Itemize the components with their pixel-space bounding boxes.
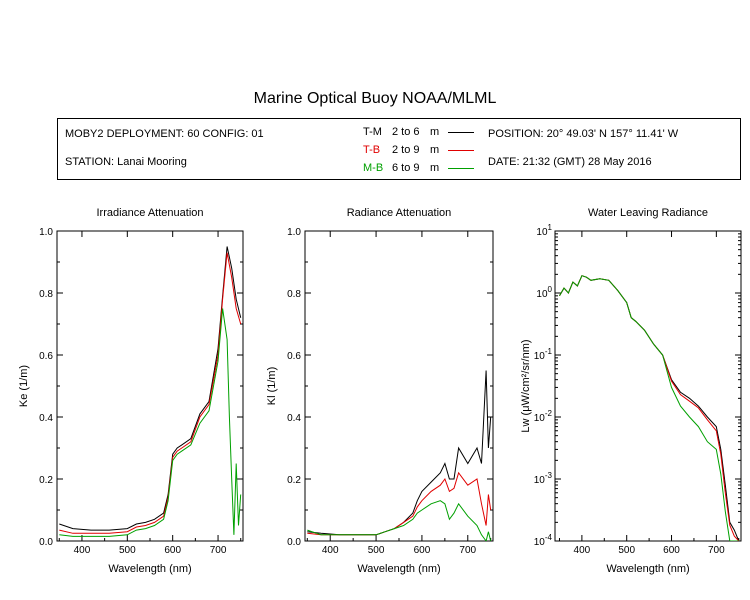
chart2-xtick-label: 700: [459, 545, 476, 556]
chart3-xtick-label: 500: [618, 545, 635, 556]
chart2-xtick-label: 600: [414, 545, 431, 556]
legend-unit-m-b: m: [430, 162, 440, 174]
chart1-ytick-label: 1.0: [39, 227, 53, 238]
chart1-xtick-label: 600: [164, 545, 181, 556]
legend-unit-t-b: m: [430, 144, 440, 156]
chart1-ylabel: Ke (1/m): [18, 365, 30, 407]
chart2-ytick-label: 0.6: [287, 351, 301, 362]
legend-unit-t-m: m: [430, 126, 440, 138]
chart3-ytick-label: 101: [536, 223, 552, 238]
chart1-ytick-label: 0.4: [39, 413, 53, 424]
chart3-series-t-m: [559, 275, 740, 541]
chart1-frame: [56, 230, 244, 542]
chart2-ytick-label: 0.8: [287, 289, 301, 300]
legend-line-t-b: [448, 150, 474, 151]
chart3-ytick-label: 10-4: [534, 533, 553, 548]
chart3-frame: [554, 230, 742, 542]
legend-code-t-b: T-B: [363, 144, 381, 156]
chart1-series-m-b: [59, 308, 242, 537]
chart1-xtick-label: 700: [210, 545, 227, 556]
chart1-xtick-label: 400: [74, 545, 91, 556]
chart3-xtick-label: 700: [708, 545, 725, 556]
legend-line-m-b: [448, 168, 474, 169]
date-text: DATE: 21:32 (GMT) 28 May 2016: [488, 156, 652, 168]
chart3-ytick-label: 10-1: [534, 347, 553, 362]
chart2-ytick-label: 1.0: [287, 227, 301, 238]
chart3-xtick-label: 400: [574, 545, 591, 556]
chart1-series-t-b: [59, 252, 242, 534]
legend-range-m-b: 6 to 9: [392, 162, 420, 174]
deployment-text: MOBY2 DEPLOYMENT: 60 CONFIG: 01: [65, 128, 264, 140]
chart3-ytick-label: 10-2: [534, 409, 553, 424]
chart3-ytick-label: 10-3: [534, 471, 553, 486]
chart2-ytick-label: 0.4: [287, 413, 301, 424]
position-text: POSITION: 20° 49.03' N 157° 11.41' W: [488, 128, 679, 140]
legend-code-m-b: M-B: [363, 162, 384, 174]
chart3-ytick-label: 100: [536, 285, 552, 300]
chart3-series-t-b: [559, 275, 740, 541]
legend-range-t-b: 2 to 9: [392, 144, 420, 156]
chart2-frame: [304, 230, 494, 542]
chart2-ytick-label: 0.0: [287, 537, 301, 548]
deployment-info-box: MOBY2 DEPLOYMENT: 60 CONFIG: 01 STATION:…: [57, 118, 741, 180]
chart2-ylabel: Kl (1/m): [266, 367, 278, 406]
chart1-title: Irradiance Attenuation: [96, 207, 203, 219]
chart3-title: Water Leaving Radiance: [588, 207, 708, 219]
legend-code-t-m: T-M: [363, 126, 382, 138]
legend-range-t-m: 2 to 6: [392, 126, 420, 138]
chart3-series-m-b: [559, 275, 739, 541]
chart3-xlabel: Wavelength (nm): [606, 563, 689, 575]
chart2-xtick-label: 400: [322, 545, 339, 556]
chart1-ytick-label: 0.0: [39, 537, 53, 548]
legend-line-t-m: [448, 132, 474, 133]
chart2-series-t-b: [307, 471, 492, 536]
chart1-ytick-label: 0.6: [39, 351, 53, 362]
chart1-xlabel: Wavelength (nm): [108, 563, 191, 575]
chart1-ytick-label: 0.8: [39, 289, 53, 300]
chart3-ylabel: Lw (μW/cm²/sr/nm): [520, 339, 532, 432]
chart1-ytick-label: 0.2: [39, 475, 53, 486]
chart1-xtick-label: 500: [119, 545, 136, 556]
chart2-xlabel: Wavelength (nm): [357, 563, 440, 575]
station-text: STATION: Lanai Mooring: [65, 156, 187, 168]
chart2-series-m-b: [307, 500, 492, 541]
chart2-title: Radiance Attenuation: [347, 207, 452, 219]
chart3-xtick-label: 600: [663, 545, 680, 556]
chart2-xtick-label: 500: [368, 545, 385, 556]
chart-main-title: Marine Optical Buoy NOAA/MLML: [253, 90, 497, 107]
chart2-ytick-label: 0.2: [287, 475, 301, 486]
